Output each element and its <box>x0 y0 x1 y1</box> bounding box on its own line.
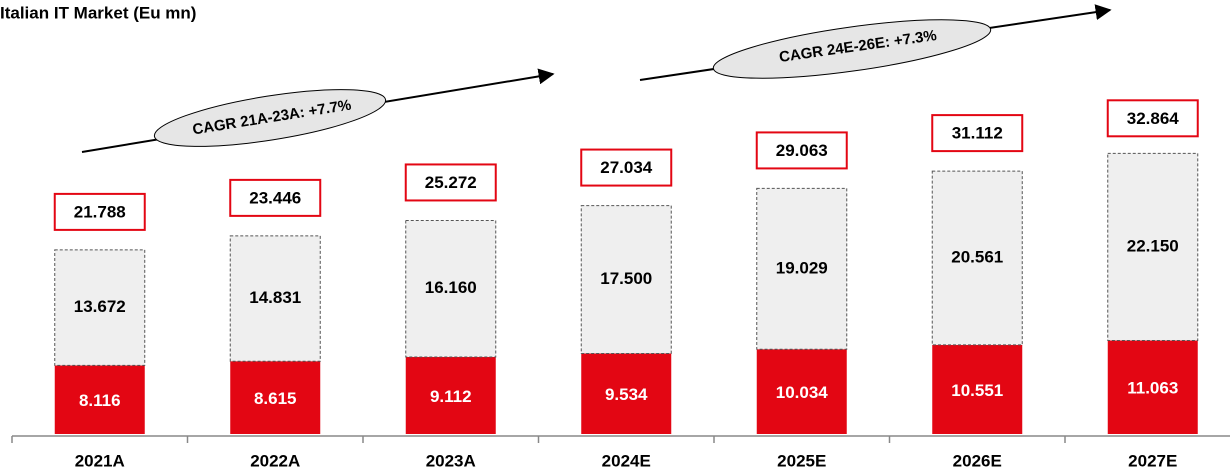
total-label: 27.034 <box>600 158 653 177</box>
value-label: 22.150 <box>1127 236 1179 255</box>
value-label: 11.063 <box>1127 379 1178 398</box>
annotation-bubble <box>712 19 992 79</box>
total-box <box>755 131 848 170</box>
total-label: 25.272 <box>425 173 477 192</box>
total-label: 31.112 <box>952 124 1003 143</box>
total-box <box>1106 99 1199 138</box>
total-label: 29.063 <box>776 141 828 160</box>
bar-segment <box>756 187 848 350</box>
bar-segment <box>230 361 321 434</box>
value-label: 8.615 <box>254 389 297 408</box>
x-tick-label: 2025E <box>777 451 826 470</box>
value-label: 9.534 <box>605 385 648 404</box>
bar-segment <box>54 249 146 366</box>
bar-segment <box>1107 340 1198 434</box>
total-box <box>580 148 673 187</box>
x-tick-label: 2022A <box>250 451 300 470</box>
value-label: 13.672 <box>74 297 126 316</box>
bar-segment <box>229 235 321 362</box>
bar-segment <box>581 353 672 434</box>
total-box <box>229 178 322 217</box>
x-tick-label: 2024E <box>602 451 651 470</box>
value-label: 10.551 <box>951 381 1003 400</box>
annotation-bubble <box>153 89 387 147</box>
value-label: 17.500 <box>600 269 652 288</box>
total-box <box>53 192 146 231</box>
bar-segment <box>54 365 145 434</box>
total-label: 21.788 <box>74 202 126 221</box>
bar-segment <box>1107 152 1199 342</box>
x-tick-label: 2027E <box>1128 451 1177 470</box>
value-label: 8.116 <box>79 391 121 410</box>
total-label: 23.446 <box>249 188 301 207</box>
x-tick-label: 2026E <box>953 451 1002 470</box>
bar-segment <box>405 219 497 358</box>
total-box <box>404 163 497 202</box>
total-label: 32.864 <box>1127 109 1180 128</box>
bar-segment <box>405 357 496 434</box>
value-label: 19.029 <box>776 258 828 277</box>
value-label: 14.831 <box>249 288 301 307</box>
x-tick-label: 2021A <box>75 451 125 470</box>
value-label: 10.034 <box>776 383 829 402</box>
bar-segment <box>756 349 847 434</box>
value-label: 9.112 <box>430 387 472 406</box>
bar-segment <box>932 344 1023 434</box>
x-tick-label: 2023A <box>426 451 476 470</box>
total-box <box>931 114 1024 153</box>
value-label: 20.561 <box>951 247 1003 266</box>
chart-title: Italian IT Market (Eu mn) <box>0 3 196 22</box>
bar-segment <box>580 205 672 354</box>
bar-segment <box>931 170 1023 346</box>
value-label: 16.160 <box>425 278 477 297</box>
